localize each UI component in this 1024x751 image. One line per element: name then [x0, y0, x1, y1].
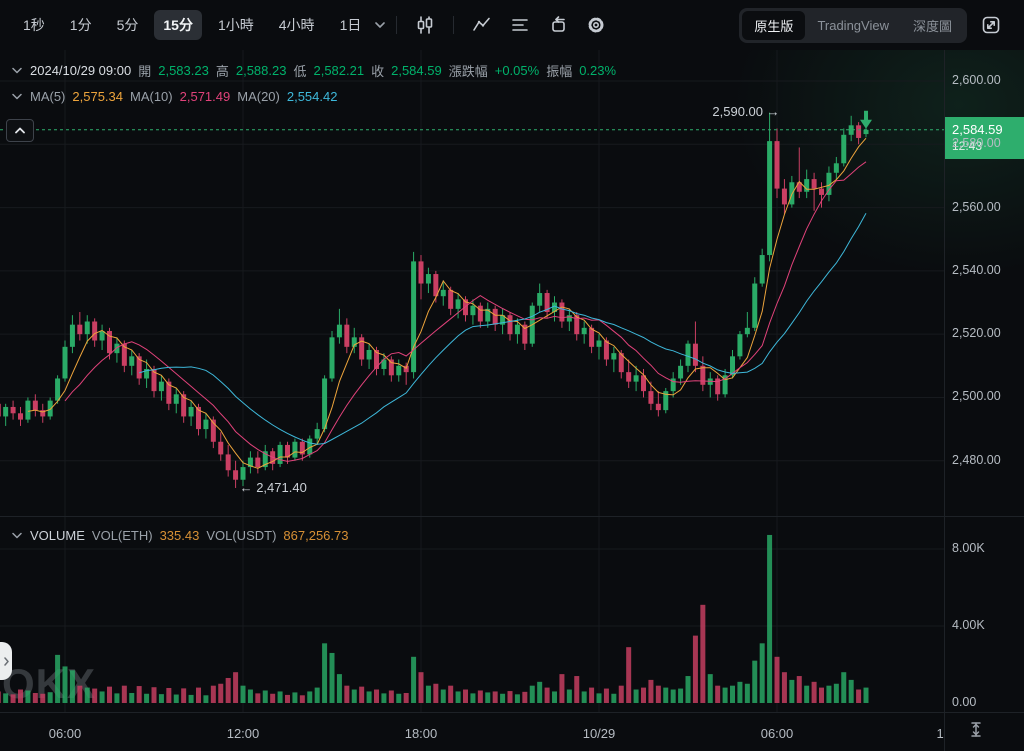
price-axis-label: 2,520.00 [952, 326, 1001, 341]
time-axis-label: 06:00 [48, 726, 82, 741]
chevron-down-icon[interactable] [375, 21, 386, 29]
interval-15m-button[interactable]: 15分 [154, 10, 202, 40]
ma5-value: 2,575.34 [72, 89, 123, 104]
indicator-icon[interactable] [472, 15, 492, 35]
expand-side-panel-tab[interactable] [0, 642, 12, 680]
close-value: 2,584.59 [391, 63, 442, 78]
open-label: 開 [138, 64, 152, 79]
amplitude-label: 振幅 [546, 64, 573, 79]
candle-datetime: 2024/10/29 09:00 [30, 63, 132, 78]
low-annotation: ← 2,471.40 [239, 479, 307, 495]
collapse-panel-button[interactable] [6, 119, 34, 142]
volume-title: VOLUME [30, 528, 85, 543]
collapse-chevron-icon[interactable] [12, 532, 22, 539]
change-value: +0.05% [494, 63, 540, 78]
interval-1s-button[interactable]: 1秒 [23, 17, 45, 33]
vol-usdt-value: 867,256.73 [283, 528, 349, 543]
collapse-chevron-icon[interactable] [12, 67, 22, 74]
tab-tradingview[interactable]: TradingView [817, 17, 889, 33]
low-value: 2,582.21 [313, 63, 365, 78]
toolbar-divider [396, 16, 398, 34]
high-label: 高 [215, 64, 229, 79]
interval-1h-button[interactable]: 1小時 [217, 17, 254, 33]
volume-axis-label: 8.00K [952, 541, 985, 555]
price-axis-label: 2,500.00 [952, 389, 1001, 404]
interval-1d-button[interactable]: 1日 [339, 17, 362, 33]
toolbar-divider [453, 16, 455, 34]
interval-5m-button[interactable]: 5分 [116, 17, 139, 33]
chart-glow [700, 50, 1024, 300]
time-axis-label: 12:00 [226, 726, 260, 741]
ma5-label: MA(5) [30, 89, 66, 104]
candlestick-style-icon[interactable] [415, 15, 435, 35]
gridlines-layer [0, 50, 944, 712]
ma20-label: MA(20) [237, 89, 280, 104]
high-annotation: 2,590.00 → [712, 103, 780, 119]
volume-bars-layer [0, 534, 869, 703]
replay-icon[interactable] [548, 15, 568, 35]
ohlc-info-bar: 2024/10/29 09:00 開 2,583.23 高 2,588.23 低… [12, 61, 616, 80]
latest-price-arrow-icon [860, 110, 873, 129]
pane-separators [0, 50, 1024, 751]
time-axis-label: 06:00 [760, 726, 794, 741]
ma-indicator-bar: MA(5) 2,575.34 MA(10) 2,571.49 MA(20) 2,… [12, 89, 337, 104]
chart-toolbar: 1秒 1分 5分 15分 1小時 4小時 1日 [0, 0, 1024, 50]
volume-axis-label: 4.00K [952, 618, 985, 632]
price-axis-label: 2,600.00 [952, 73, 1001, 87]
amplitude-value: 0.23% [579, 63, 617, 78]
vol-usdt-label: VOL(USDT) [206, 528, 277, 543]
indicator-list-icon[interactable] [510, 15, 530, 35]
open-value: 2,583.23 [158, 63, 209, 78]
fullscreen-icon[interactable] [981, 15, 1001, 35]
price-axis-label: 2,560.00 [952, 199, 1001, 214]
interval-4h-button[interactable]: 4小時 [278, 17, 315, 33]
low-label: 低 [293, 64, 307, 79]
price-axis-label: 2,480.00 [952, 452, 1001, 467]
collapse-chevron-icon[interactable] [12, 93, 22, 100]
tab-native-view[interactable]: 原生版 [742, 10, 806, 40]
last-price-value: 2,584.59 [952, 121, 1003, 137]
price-axis-label: 2,580.00 [952, 136, 1001, 151]
volume-axis-label: 0.00 [952, 695, 977, 709]
chart-view-switcher: 原生版 TradingView 深度圖 [739, 7, 967, 43]
time-axis-label: 1 [936, 726, 944, 741]
volume-indicator-bar: VOLUME VOL(ETH) 335.43 VOL(USDT) 867,256… [12, 528, 348, 543]
vol-eth-value: 335.43 [159, 528, 200, 543]
axis-scale-icon[interactable] [968, 721, 984, 738]
close-label: 收 [371, 64, 385, 79]
last-price-badge: 2,584.59 12:43 [945, 116, 1024, 159]
settings-gear-icon[interactable] [586, 15, 606, 35]
vol-eth-label: VOL(ETH) [91, 528, 153, 543]
time-axis-label: 10/29 [582, 726, 616, 741]
high-value: 2,588.23 [235, 63, 287, 78]
ma-lines-layer [27, 137, 867, 469]
price-axis-label: 2,540.00 [952, 262, 1001, 277]
time-axis-label: 18:00 [404, 726, 438, 741]
ma10-value: 2,571.49 [179, 89, 231, 104]
ma20-value: 2,554.42 [286, 89, 338, 104]
tab-depth-chart[interactable]: 深度圖 [912, 18, 952, 34]
interval-1m-button[interactable]: 1分 [69, 17, 92, 33]
candle-countdown: 12:43 [952, 138, 983, 153]
ma10-label: MA(10) [130, 89, 173, 104]
change-label: 漲跌幅 [448, 64, 488, 79]
